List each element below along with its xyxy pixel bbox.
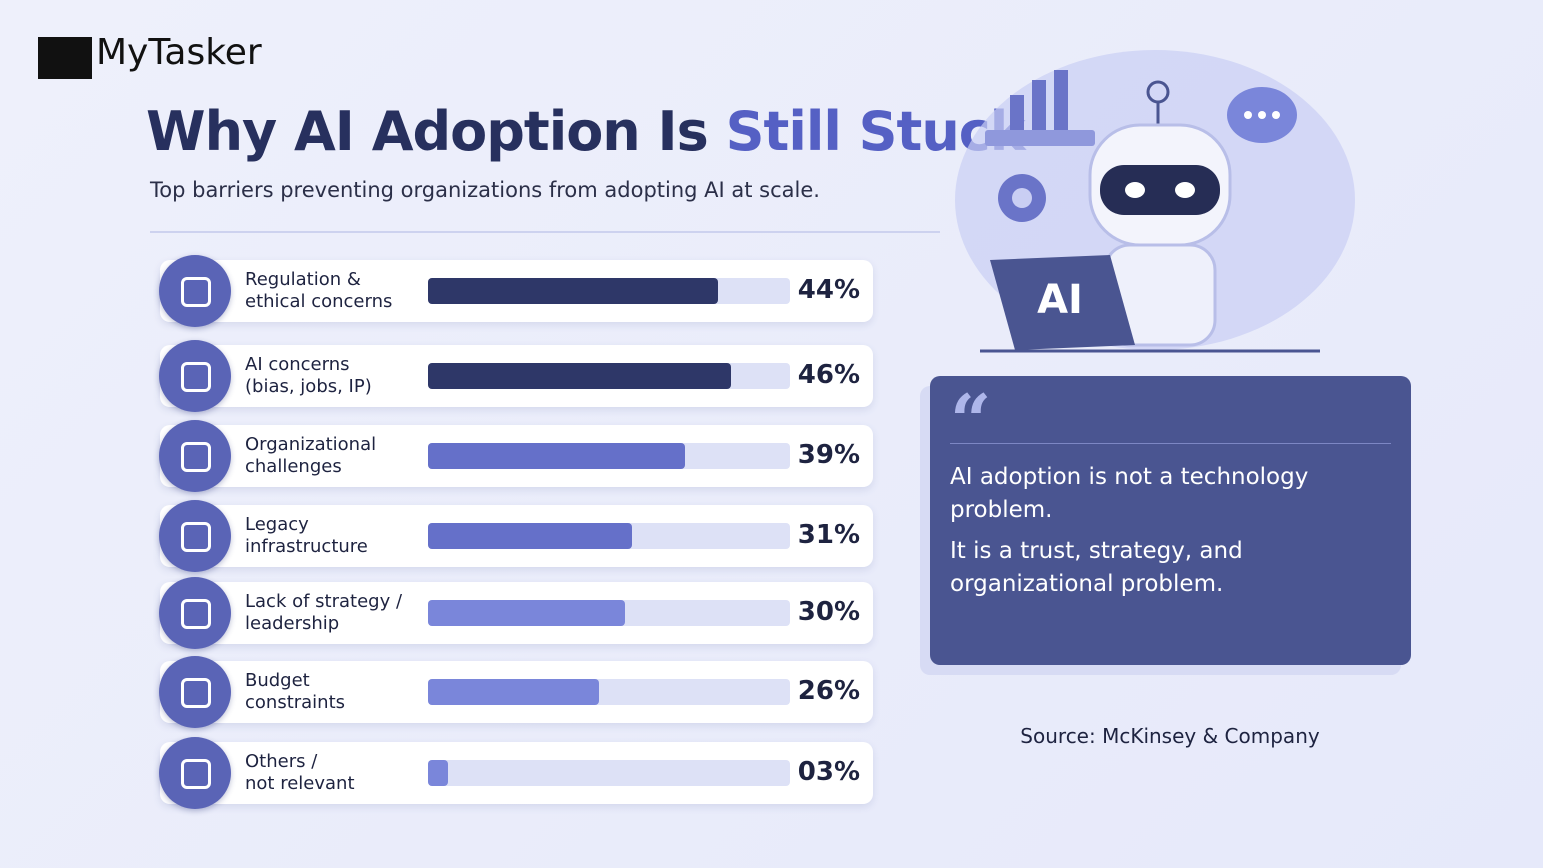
quote-line: AI adoption is not a technology problem. bbox=[950, 464, 1309, 523]
source: Source: McKinsey & Company bbox=[1020, 724, 1320, 748]
logo-mark bbox=[38, 37, 92, 79]
category-label: Legacy infrastructure bbox=[245, 514, 368, 557]
row-icon bbox=[159, 420, 231, 492]
laptop-label: AI bbox=[1037, 277, 1083, 323]
chart-subtitle: Top barriers preventing organizations fr… bbox=[150, 178, 820, 202]
quote-divider bbox=[950, 443, 1391, 444]
category-label: Organizational challenges bbox=[245, 434, 377, 477]
category-label: AI concerns (bias, jobs, IP) bbox=[245, 354, 372, 397]
bar bbox=[428, 363, 731, 389]
bar bbox=[428, 760, 448, 786]
bar bbox=[428, 600, 626, 626]
quote-mark: “ bbox=[950, 378, 992, 463]
robot-illustration: AI bbox=[955, 50, 1355, 353]
row-icon bbox=[159, 656, 231, 728]
bar-track bbox=[428, 760, 790, 786]
bar bbox=[428, 679, 600, 705]
bar bbox=[428, 443, 685, 469]
row-icon bbox=[159, 500, 231, 572]
row-icon bbox=[159, 577, 231, 649]
value-label: 03% bbox=[797, 757, 860, 787]
brand: MyTasker bbox=[96, 32, 262, 73]
value-label: 46% bbox=[797, 360, 860, 390]
row-icon bbox=[159, 340, 231, 412]
quote-line: It is a trust, strategy, and organizatio… bbox=[950, 538, 1243, 597]
category-label: Budget constraints bbox=[245, 670, 346, 713]
row-icon bbox=[159, 255, 231, 327]
value-label: 30% bbox=[797, 597, 860, 627]
category-label: Regulation & ethical concerns bbox=[245, 269, 393, 312]
value-label: 44% bbox=[797, 275, 860, 305]
divider bbox=[150, 231, 940, 233]
chart-title: Why AI Adoption Is Still Stuck bbox=[146, 100, 1026, 163]
category-label: Others / not relevant bbox=[245, 751, 355, 794]
bar bbox=[428, 278, 718, 304]
value-label: 39% bbox=[797, 440, 860, 470]
bar bbox=[428, 523, 633, 549]
title-main: Why AI Adoption Is bbox=[146, 100, 709, 163]
row-icon bbox=[159, 737, 231, 809]
value-label: 26% bbox=[797, 676, 860, 706]
value-label: 31% bbox=[797, 520, 860, 550]
category-label: Lack of strategy / leadership bbox=[245, 591, 403, 634]
quote-box bbox=[930, 376, 1411, 665]
